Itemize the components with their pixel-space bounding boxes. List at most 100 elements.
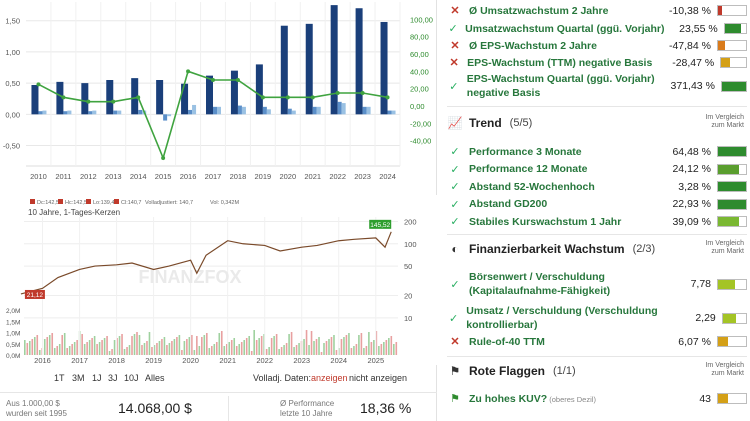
volladj-label: Volladj. Daten:: [253, 373, 312, 383]
volume-bar: [305, 330, 308, 355]
score-bar: [717, 216, 747, 227]
bar: [380, 21, 388, 115]
volume-bar: [31, 339, 34, 355]
volume-bar: [273, 336, 275, 355]
period-tab-3m[interactable]: 3M: [72, 373, 85, 383]
bar: [163, 114, 168, 121]
y-tick-label: 1,50: [5, 17, 20, 26]
legend-item: Lo:139,4: [93, 200, 114, 206]
hide-adjusted-link[interactable]: nicht anzeigen: [349, 373, 408, 383]
legend-item: Dc:142,5: [37, 200, 59, 206]
volume-bar: [153, 345, 156, 355]
growth-point: [310, 95, 315, 100]
period-tab-10j[interactable]: 10J: [124, 373, 139, 383]
x-tick-label: 2023: [293, 356, 310, 365]
volume-bar: [340, 339, 343, 355]
volume-bar: [38, 350, 41, 355]
left-panel: 1,50 1,00 0,50 0,00 -0,50 100,00 80,00 60,00 40,…: [0, 0, 437, 421]
bar: [362, 106, 367, 115]
period-tab-1t[interactable]: 1T: [54, 373, 65, 383]
x-tick-label: 2016: [180, 172, 197, 181]
criterion-label: Stabiles Kurswachstum 1 Jahr: [469, 215, 622, 228]
volume-bar: [225, 344, 228, 355]
volume-bar: [76, 340, 78, 355]
volume-bar: [393, 344, 395, 355]
volume-bar: [275, 334, 278, 355]
section-title: Rote Flaggen: [469, 364, 546, 378]
price-tick-label: 50: [404, 262, 412, 271]
volume-bar: [148, 332, 151, 355]
chart-subtitle: 10 Jahre, 1-Tages-Kerzen: [28, 208, 120, 217]
volume-bar: [161, 339, 163, 355]
stock-price-chart: Dc:142,5 Hc:142,5 Lo:139,4 Cl:140,7 Volladju…: [0, 195, 437, 365]
bar: [106, 80, 114, 115]
volume-bar: [123, 349, 126, 355]
x-tick-label: 2011: [55, 172, 71, 181]
criterion-row: ✓ Börsenwert / Verschuldung (Kapitalaufnah…: [447, 268, 747, 300]
volume-bar: [280, 347, 283, 355]
volume-bar: [323, 343, 325, 355]
show-adjusted-link[interactable]: anzeigen: [311, 373, 348, 383]
score-bar-fill: [721, 81, 747, 91]
volume-bar: [191, 335, 193, 355]
volume-bar: [81, 334, 83, 355]
volume-bar: [63, 333, 66, 355]
volume-bar: [270, 338, 273, 355]
volume-bar: [295, 345, 298, 355]
x-tick-label: 2022: [256, 356, 273, 365]
fail-x-icon: ✕: [450, 40, 460, 52]
x-tick-label: 2021: [219, 356, 236, 365]
bar: [167, 114, 172, 117]
volume-bar: [53, 348, 56, 355]
invest-label-line2: wurden seit 1995: [6, 409, 67, 418]
volume-bar: [36, 335, 39, 355]
criterion-label: Zu hohes KUV? (oberes Dezil): [469, 392, 596, 405]
volume-bar: [56, 346, 59, 355]
volume-bar: [43, 339, 46, 355]
section-divider: [447, 356, 747, 357]
volume-bar: [103, 338, 106, 355]
score-bar-fill: [718, 147, 746, 156]
volume-bar: [203, 335, 206, 355]
volume-bar: [380, 344, 383, 355]
x-tick-label: 2020: [182, 356, 199, 365]
bar: [213, 106, 217, 115]
period-tab-3j[interactable]: 3J: [108, 373, 118, 383]
perf-label-line2: letzte 10 Jahre: [280, 409, 333, 418]
volume-bar: [260, 336, 263, 355]
y-tick-label: 0,50: [5, 79, 20, 88]
period-tab-1j[interactable]: 1J: [92, 373, 102, 383]
volume-bar: [126, 347, 128, 355]
criterion-row: ✓ Umsatzwachstum Quartal (ggü. Vorjahr) 23…: [447, 20, 747, 37]
criterion-label: Ø EPS-Wachstum 2 Jahre: [469, 39, 597, 52]
volume-bar: [373, 340, 375, 355]
criterion-value: 371,43 %: [670, 80, 715, 92]
volume-bar: [96, 344, 98, 355]
volume-bar: [106, 336, 108, 355]
growth-point: [136, 95, 141, 100]
growth-point: [285, 95, 290, 100]
volume-bar: [33, 337, 36, 355]
growth-point: [385, 95, 390, 100]
volume-bar: [355, 344, 358, 355]
period-tab-alles[interactable]: Alles: [145, 373, 165, 383]
volume-bar: [218, 333, 221, 355]
volume-bar: [206, 333, 208, 355]
growth-point: [86, 99, 91, 104]
x-tick-label: 2019: [145, 356, 162, 365]
low-tag: 21,12: [27, 292, 44, 299]
bar: [206, 75, 213, 115]
volume-bar: [138, 335, 141, 355]
volume-bar: [348, 333, 350, 355]
volume-bar: [26, 343, 29, 355]
bar: [391, 110, 396, 115]
volume-bar: [285, 343, 288, 355]
volume-bar: [163, 337, 166, 355]
volume-bar: [181, 350, 183, 355]
bar: [237, 105, 242, 115]
score-bar: [717, 5, 747, 16]
price-tick-label: 20: [404, 292, 412, 301]
criterion-label: Performance 3 Monate: [469, 145, 582, 158]
score-bar-fill: [721, 58, 730, 67]
volume-bar: [141, 345, 143, 355]
